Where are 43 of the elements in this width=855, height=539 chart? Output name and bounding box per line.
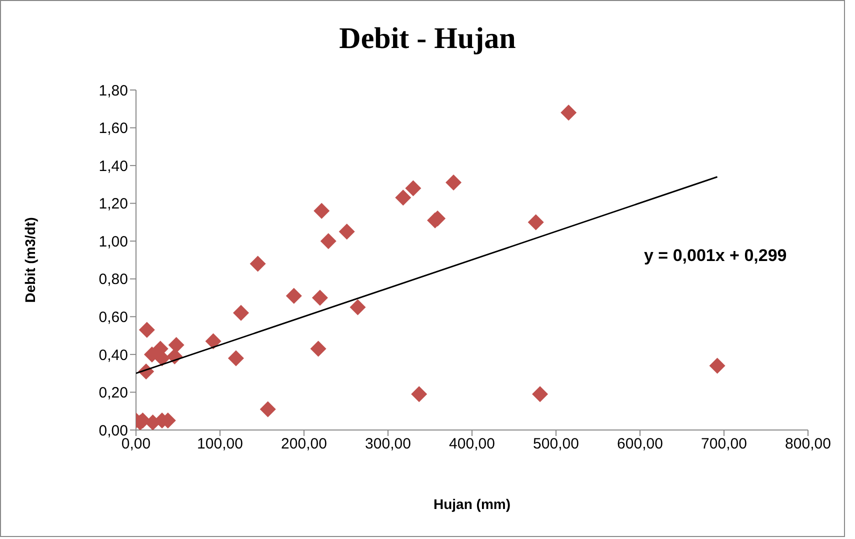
x-tick-label: 300,00 (365, 436, 411, 453)
y-axis-title: Debit (m3/dt) (22, 217, 38, 303)
point (532, 386, 548, 402)
y-tick-label: 1,80 (98, 82, 128, 100)
x-tick-label: 200,00 (281, 436, 327, 453)
x-axis-title: Hujan (mm) (432, 496, 512, 512)
x-tick-label: 100,00 (197, 436, 243, 453)
point (709, 358, 726, 374)
x-tick-label: 500,00 (533, 436, 579, 453)
point (228, 350, 244, 366)
y-tick-label: 0,20 (98, 384, 128, 402)
annotation: y = 0,001x + 0,299 (644, 246, 787, 266)
y-tick-label: 0,80 (98, 271, 128, 288)
x-tick-label: 600,00 (617, 436, 663, 453)
y-tick-label: 0,40 (98, 346, 128, 364)
point (250, 256, 266, 272)
point (405, 180, 422, 196)
point (233, 304, 249, 321)
point (310, 340, 326, 357)
y-tick-label: 1,40 (98, 158, 128, 175)
point (395, 190, 412, 206)
point (138, 322, 155, 338)
x-tick-label: 400,00 (449, 436, 495, 453)
point (446, 174, 462, 191)
x-tick-label: 800,00 (785, 436, 831, 453)
point (560, 104, 577, 121)
point (312, 290, 328, 306)
point (411, 386, 428, 402)
point (314, 202, 330, 219)
point (260, 401, 276, 418)
point (286, 288, 302, 304)
x-tick-label: 700,00 (701, 436, 747, 453)
chart-title: Debit - Hujan (338, 22, 517, 56)
y-tick-label: 1,20 (98, 196, 128, 213)
point (338, 224, 355, 240)
point (205, 333, 222, 350)
point (528, 214, 544, 230)
point (350, 299, 366, 316)
point (168, 337, 184, 353)
y-tick-label: 1,00 (98, 233, 128, 250)
y-tick-label: 0,60 (98, 308, 128, 326)
y-tick-label: 1,60 (98, 120, 128, 138)
point (320, 233, 336, 250)
